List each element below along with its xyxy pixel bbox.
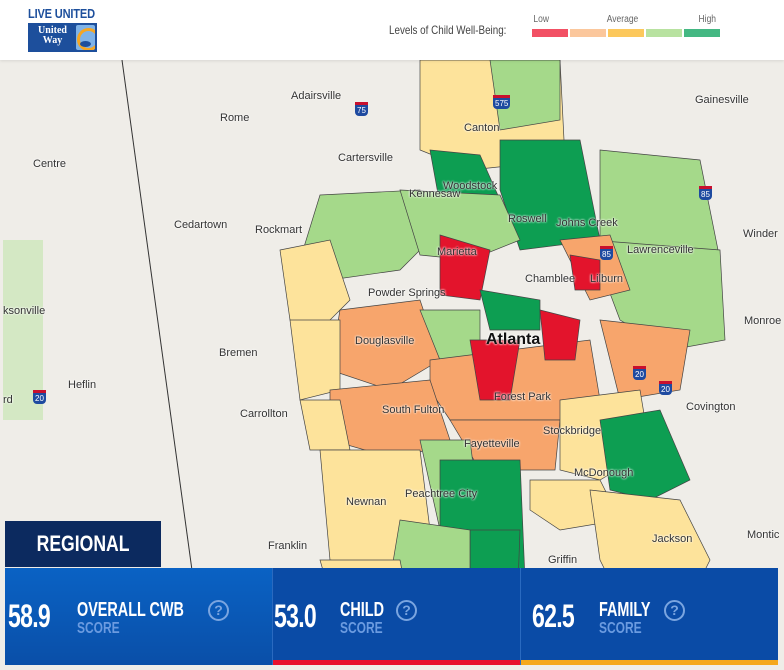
legend-swatch-high xyxy=(684,29,720,37)
interstate-shield-icon: 20 xyxy=(633,366,646,380)
score-value: 62.5 xyxy=(532,598,575,634)
child-score-bar xyxy=(273,660,520,665)
city-label: Kennesaw xyxy=(409,188,461,200)
interstate-shield-icon: 75 xyxy=(355,102,368,116)
city-label: Rome xyxy=(220,112,250,124)
city-label: rd xyxy=(3,394,13,406)
county-region[interactable] xyxy=(289,319,341,401)
score-sub: SCORE xyxy=(599,620,642,637)
legend-high: High xyxy=(698,14,717,25)
county-region[interactable] xyxy=(439,234,491,301)
logo-text: United Way xyxy=(38,25,67,46)
city-label: Atlanta xyxy=(486,331,541,348)
logo-live-united: LIVE UNITED xyxy=(28,6,95,21)
city-label: Rockmart xyxy=(255,224,303,236)
city-label: Griffin xyxy=(548,554,578,566)
legend-swatch-low xyxy=(532,29,568,37)
county-region[interactable] xyxy=(399,189,521,261)
city-label: Powder Springs xyxy=(368,287,446,299)
legend-low: Low xyxy=(533,14,549,25)
state-border xyxy=(121,59,206,666)
interstate-shield-icon: 20 xyxy=(33,390,46,404)
county-region[interactable] xyxy=(589,239,726,351)
legend-average: Average xyxy=(606,14,639,25)
score-label: FAMILY xyxy=(599,599,651,621)
score-label: CHILD xyxy=(340,599,384,621)
family-score-card: 62.5 FAMILY SCORE ? xyxy=(520,568,778,665)
legend-swatch-below-average xyxy=(570,29,606,37)
help-icon[interactable]: ? xyxy=(208,600,229,621)
city-label: Woodstock xyxy=(443,180,498,192)
city-label: Cartersville xyxy=(338,152,394,164)
city-label: Johns Creek xyxy=(556,217,618,229)
city-label: Jackson xyxy=(652,533,693,545)
city-label: Covington xyxy=(686,401,736,413)
child-score-card: 53.0 CHILD SCORE ? xyxy=(272,568,520,665)
city-label: Roswell xyxy=(508,213,547,225)
city-label: Lilburn xyxy=(590,273,624,285)
city-label: Heflin xyxy=(68,379,97,391)
county-region[interactable] xyxy=(569,254,601,291)
score-sub: SCORE xyxy=(77,620,120,637)
family-score-bar xyxy=(521,660,778,665)
city-label: ksonville xyxy=(3,305,46,317)
county-region[interactable] xyxy=(599,319,691,401)
county-region[interactable] xyxy=(469,339,521,401)
united-way-emblem-icon xyxy=(76,25,95,50)
interstate-shield-icon: 85 xyxy=(600,246,613,260)
city-label: Peachtree City xyxy=(405,488,478,500)
county-region[interactable] xyxy=(479,289,541,331)
legend-label: Levels of Child Well-Being: xyxy=(389,23,507,37)
forest-area xyxy=(20,250,37,415)
score-value: 53.0 xyxy=(274,598,317,634)
regional-tab[interactable]: REGIONAL xyxy=(5,521,161,567)
legend-swatch-above-average xyxy=(646,29,682,37)
interstate-shield-icon: 20 xyxy=(659,381,672,395)
city-label: Lawrenceville xyxy=(627,244,694,256)
city-label: McDonough xyxy=(574,467,634,479)
united-way-logo[interactable]: United Way xyxy=(28,23,97,52)
city-label: Centre xyxy=(33,158,67,170)
city-label: Monroe xyxy=(744,315,782,327)
city-label: Gainesville xyxy=(695,94,749,106)
city-label: Fayetteville xyxy=(464,438,520,450)
city-label: Adairsville xyxy=(291,90,342,102)
city-label: Stockbridge xyxy=(543,425,602,437)
interstate-shield-icon: 85 xyxy=(699,186,712,200)
overall-cwb-score-card: 58.9 OVERALL CWB SCORE ? xyxy=(5,568,272,665)
county-region[interactable] xyxy=(539,309,581,361)
header: LIVE UNITED United Way Levels of Child We… xyxy=(0,0,784,60)
city-label: Chamblee xyxy=(525,273,576,285)
city-label: Cedartown xyxy=(174,219,228,231)
city-label: Winder xyxy=(743,228,778,240)
score-label: OVERALL CWB xyxy=(77,599,184,621)
city-label: Canton xyxy=(464,122,500,134)
help-icon[interactable]: ? xyxy=(396,600,417,621)
city-label: Douglasville xyxy=(355,335,415,347)
city-label: Bremen xyxy=(219,347,258,359)
city-label: Newnan xyxy=(346,496,387,508)
city-label: Forest Park xyxy=(494,391,551,403)
city-label: Montic xyxy=(747,529,780,541)
city-label: Marietta xyxy=(437,246,477,258)
legend-swatch-average xyxy=(608,29,644,37)
county-region[interactable] xyxy=(599,409,691,501)
interstate-shield-icon: 575 xyxy=(493,95,511,109)
score-sub: SCORE xyxy=(340,620,383,637)
county-region[interactable] xyxy=(499,139,601,251)
score-value: 58.9 xyxy=(8,598,51,634)
city-label: Franklin xyxy=(268,540,308,552)
help-icon[interactable]: ? xyxy=(664,600,685,621)
city-label: Carrollton xyxy=(240,408,288,420)
city-label: South Fulton xyxy=(382,404,445,416)
county-region[interactable] xyxy=(279,239,351,331)
